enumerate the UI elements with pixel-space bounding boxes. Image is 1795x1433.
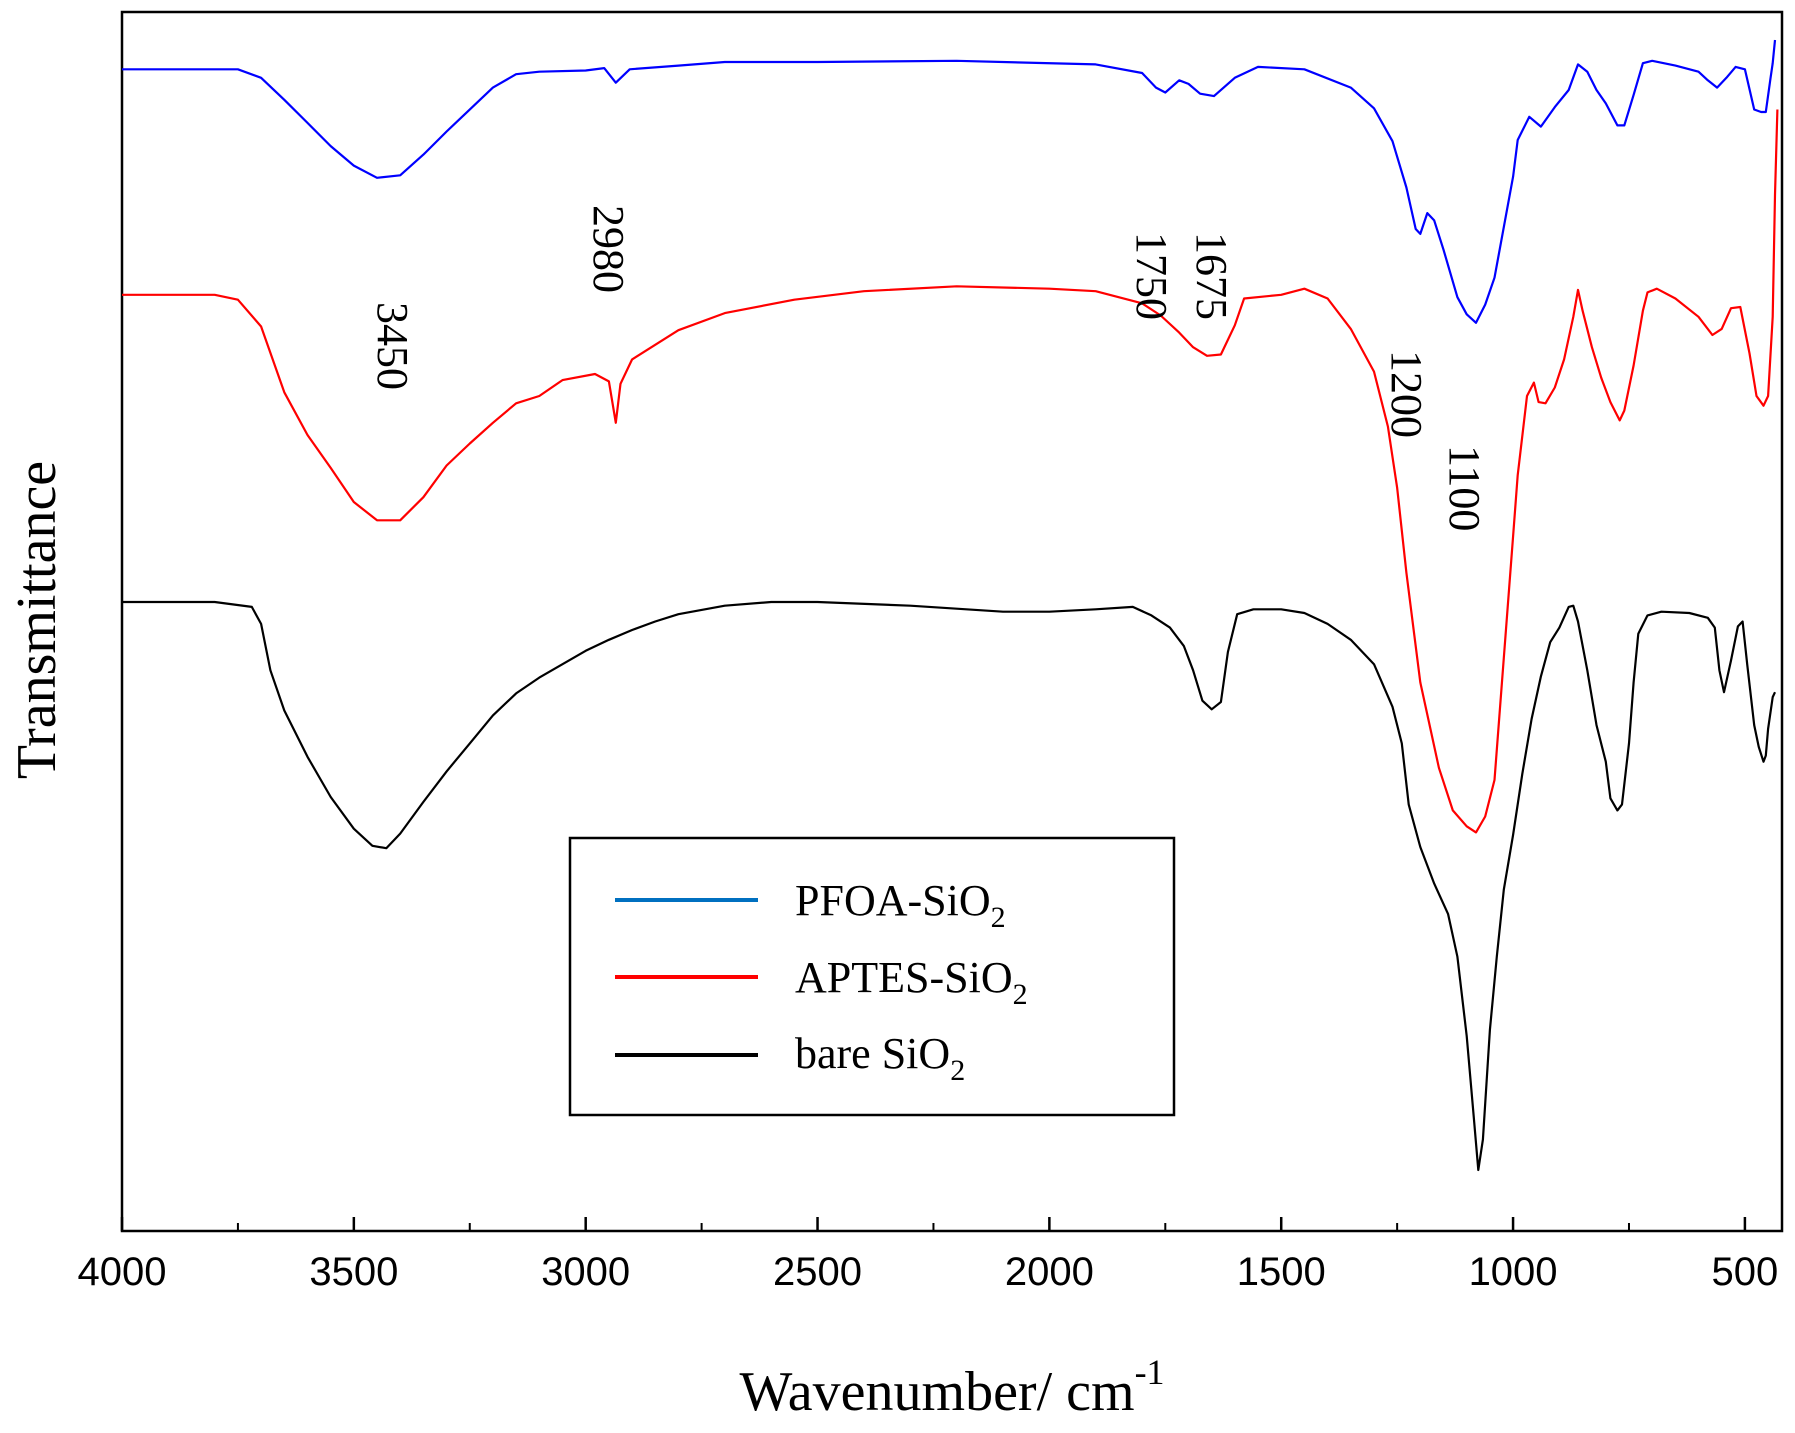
legend-label-aptes-name: APTES-SiO <box>795 953 1013 1002</box>
x-tick-label: 2000 <box>1005 1250 1094 1294</box>
legend-label-bare-sub: 2 <box>950 1054 965 1087</box>
series-line-aptes <box>122 109 1779 834</box>
legend-label-pfoa: PFOA-SiO2 <box>795 876 1006 934</box>
annotation-1750: 1750 <box>1127 232 1176 320</box>
legend-label-pfoa-sub: 2 <box>991 901 1006 934</box>
annotation-3450: 3450 <box>368 302 417 390</box>
legend-label-bare: bare SiO2 <box>795 1029 965 1087</box>
series-line-pfoa <box>122 39 1777 324</box>
x-tick-label: 1000 <box>1469 1250 1558 1294</box>
legend-label-pfoa-name: PFOA-SiO <box>795 876 991 925</box>
legend-label-bare-name: bare SiO <box>795 1029 950 1078</box>
legend-label-aptes: APTES-SiO2 <box>795 953 1028 1011</box>
x-axis-title-text: Wavenumber/ cm <box>739 1361 1134 1423</box>
annotation-1675: 1675 <box>1187 232 1236 320</box>
peak-annotations: 3450 2980 1750 1675 1200 1100 <box>368 205 1489 531</box>
y-axis-title: Transmittance <box>6 461 68 779</box>
x-axis-title-sup: -1 <box>1135 1352 1165 1392</box>
x-axis-ticks: 4000 3500 3000 2500 2000 1500 1000 500 <box>78 1217 1779 1294</box>
series-group <box>122 39 1779 1172</box>
x-tick-label: 3500 <box>309 1250 398 1294</box>
plot-frame <box>120 10 1784 1233</box>
x-axis-title: Wavenumber/ cm-1 <box>739 1352 1164 1423</box>
legend: PFOA-SiO2 APTES-SiO2 bare SiO2 <box>568 836 1176 1117</box>
series-line-bare <box>122 600 1776 1172</box>
annotation-1100: 1100 <box>1440 445 1489 531</box>
x-tick-label: 2500 <box>773 1250 862 1294</box>
x-tick-label: 1500 <box>1237 1250 1326 1294</box>
annotation-2980: 2980 <box>584 205 633 293</box>
x-tick-label: 500 <box>1712 1250 1779 1294</box>
annotation-1200: 1200 <box>1382 350 1431 438</box>
legend-label-aptes-sub: 2 <box>1013 978 1028 1011</box>
x-tick-label: 3000 <box>541 1250 630 1294</box>
x-tick-label: 4000 <box>78 1250 167 1294</box>
